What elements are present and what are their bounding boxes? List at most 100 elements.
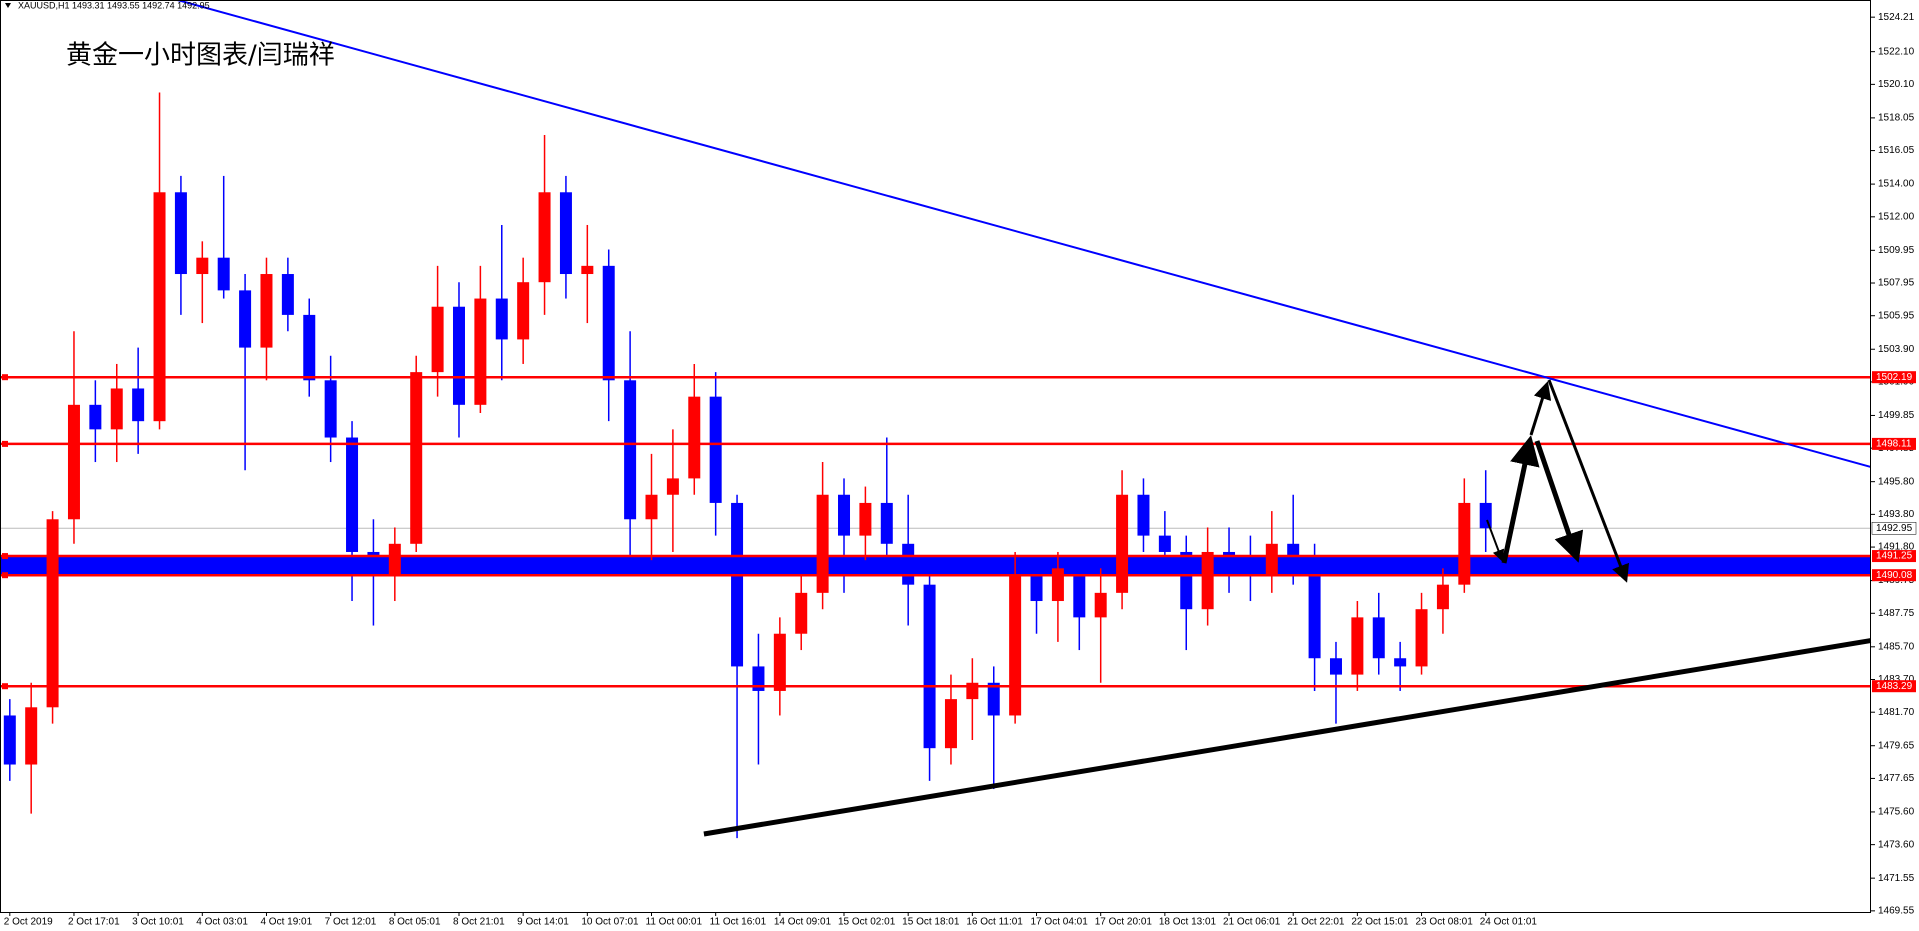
level-label: 1490.08 xyxy=(1876,570,1913,581)
candle-body xyxy=(110,388,123,430)
y-tick-label: 1485.70 xyxy=(1878,641,1915,652)
level-label: 1502.19 xyxy=(1876,372,1913,383)
level-label: 1491.25 xyxy=(1876,551,1913,562)
arrow xyxy=(1547,379,1630,583)
candle-body xyxy=(452,306,465,405)
candle-body xyxy=(923,584,936,749)
candle-body xyxy=(132,388,145,422)
y-tick-label: 1487.75 xyxy=(1878,608,1915,619)
candle-body xyxy=(880,502,893,544)
y-tick-label: 1524.21 xyxy=(1878,12,1915,23)
x-tick-label: 15 Oct 18:01 xyxy=(902,917,960,928)
candle-body xyxy=(89,404,102,430)
level-marker xyxy=(2,683,8,690)
candle-body xyxy=(495,298,508,340)
candle-body xyxy=(1030,576,1043,602)
annotation-arrows xyxy=(1486,379,1630,583)
candle-body xyxy=(581,265,594,275)
header-icon xyxy=(5,3,11,8)
y-tick-label: 1495.80 xyxy=(1878,476,1915,487)
y-tick-label: 1499.85 xyxy=(1878,410,1915,421)
arrow xyxy=(1534,440,1584,563)
x-tick-label: 17 Oct 04:01 xyxy=(1031,917,1089,928)
candle-body xyxy=(174,192,187,275)
y-tick-label: 1512.00 xyxy=(1878,211,1915,222)
y-tick-label: 1503.90 xyxy=(1878,344,1915,355)
x-tick-label: 2 Oct 2019 xyxy=(4,917,53,928)
y-tick-label: 1473.60 xyxy=(1878,839,1915,850)
level-marker xyxy=(2,374,8,381)
candle-body xyxy=(1329,658,1342,675)
candle-body xyxy=(1351,617,1364,675)
candle-body xyxy=(645,494,658,520)
candle-body xyxy=(859,502,872,536)
x-tick-label: 10 Oct 07:01 xyxy=(581,917,639,928)
x-tick-label: 15 Oct 02:01 xyxy=(838,917,896,928)
candle-body xyxy=(1137,494,1150,536)
x-tick-label: 7 Oct 12:01 xyxy=(325,917,377,928)
candle-body xyxy=(1308,560,1321,659)
arrow xyxy=(1486,519,1505,562)
candle-body xyxy=(1287,543,1300,561)
x-tick-label: 23 Oct 08:01 xyxy=(1416,917,1474,928)
x-tick-label: 2 Oct 17:01 xyxy=(68,917,120,928)
candle-body xyxy=(987,682,1000,716)
candle-body xyxy=(1479,502,1492,529)
candle-body xyxy=(410,372,423,544)
arrow xyxy=(1501,435,1540,564)
x-tick-label: 21 Oct 22:01 xyxy=(1287,917,1345,928)
y-tick-label: 1479.65 xyxy=(1878,740,1915,751)
x-tick-label: 14 Oct 09:01 xyxy=(774,917,832,928)
x-tick-label: 11 Oct 16:01 xyxy=(710,917,767,928)
x-tick-label: 9 Oct 14:01 xyxy=(517,917,569,928)
x-tick-label: 8 Oct 21:01 xyxy=(453,917,505,928)
candle-body xyxy=(1415,609,1428,667)
x-tick-label: 11 Oct 00:01 xyxy=(646,917,703,928)
candle-body xyxy=(1372,617,1385,659)
candle-body xyxy=(346,437,359,552)
candle-body xyxy=(944,699,957,749)
candle-body xyxy=(1265,543,1278,577)
level-label-bg xyxy=(1872,437,1916,450)
candle-body xyxy=(773,633,786,691)
candle-body xyxy=(1180,551,1193,610)
candle-body xyxy=(388,543,401,577)
arrow xyxy=(1529,381,1552,436)
level-label-bg xyxy=(1872,569,1916,582)
candle-body xyxy=(624,380,637,520)
candle-body xyxy=(281,274,294,315)
x-tick-label: 21 Oct 06:01 xyxy=(1223,917,1281,928)
candle-body xyxy=(709,396,722,503)
candle-body xyxy=(1116,494,1129,593)
y-tick-label: 1469.55 xyxy=(1878,905,1915,916)
candle-body xyxy=(666,478,679,495)
x-tick-label: 3 Oct 10:01 xyxy=(132,917,184,928)
candle-body xyxy=(67,404,80,520)
y-tick-label: 1493.80 xyxy=(1878,509,1915,520)
candle-body xyxy=(538,192,551,283)
x-tick-label: 4 Oct 19:01 xyxy=(260,917,312,928)
chart-title: 黄金一小时图表/闫瑞祥 xyxy=(66,41,335,71)
level-label-bg xyxy=(1872,371,1916,384)
level-label: 1483.29 xyxy=(1876,681,1913,692)
candle-body xyxy=(1244,568,1257,577)
level-marker xyxy=(2,440,8,447)
candle-body xyxy=(303,314,316,381)
candle-body xyxy=(731,502,744,667)
candle-body xyxy=(752,666,765,691)
x-tick-label: 17 Oct 20:01 xyxy=(1095,917,1153,928)
level-marker xyxy=(2,553,8,560)
x-tick-label: 4 Oct 03:01 xyxy=(196,917,248,928)
candle-body xyxy=(1051,568,1064,602)
candle-body xyxy=(1158,535,1171,552)
candle-body xyxy=(1223,551,1236,569)
candle-body xyxy=(431,306,444,373)
y-tick-label: 1514.00 xyxy=(1878,179,1915,190)
candle-body xyxy=(260,274,273,348)
x-tick-label: 8 Oct 05:01 xyxy=(389,917,441,928)
x-tick-label: 18 Oct 13:01 xyxy=(1159,917,1217,928)
candle-body xyxy=(1201,551,1214,610)
y-tick-label: 1491.80 xyxy=(1878,542,1915,553)
